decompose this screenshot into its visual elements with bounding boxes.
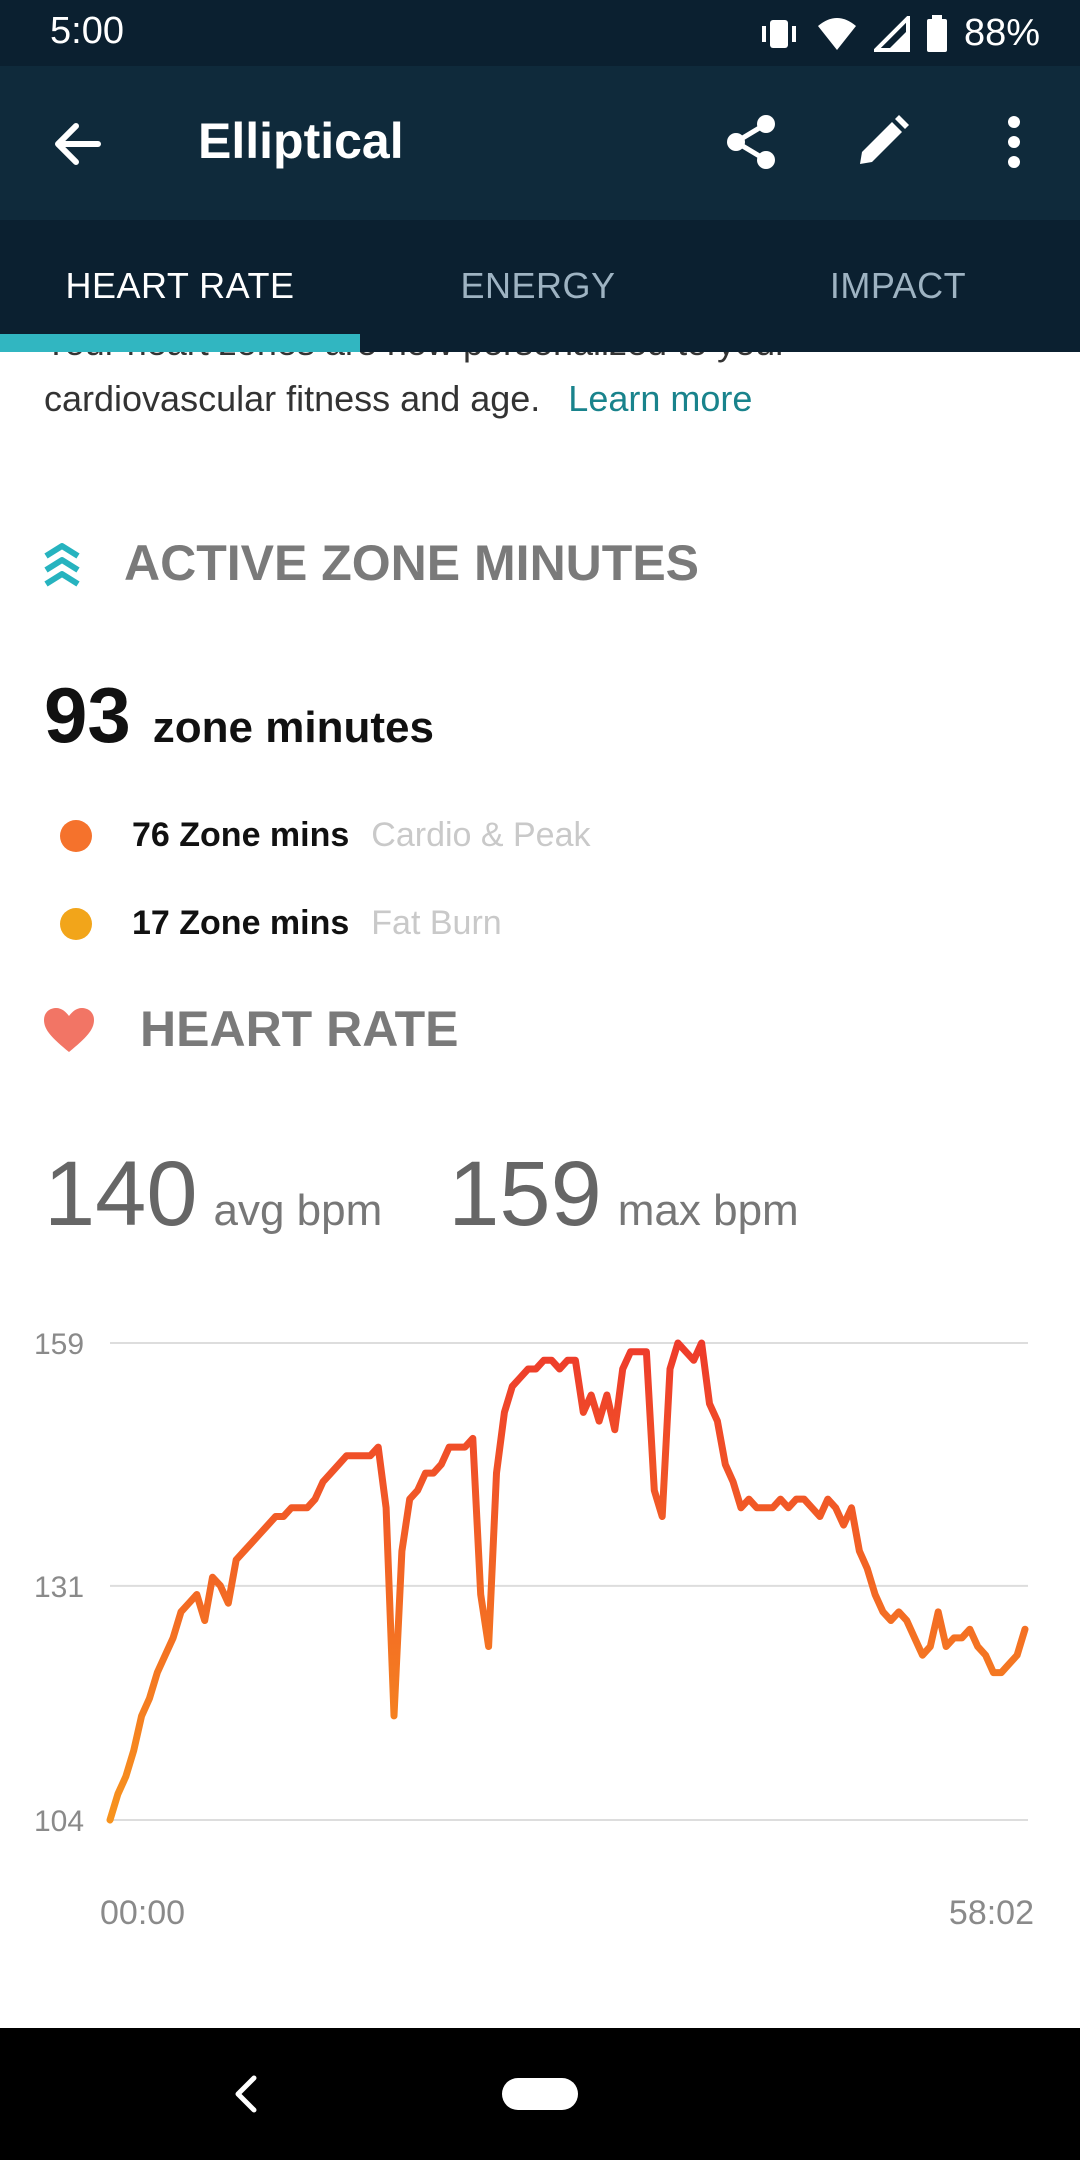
heart-rate-section-title: HEART RATE (140, 1001, 459, 1057)
wifi-icon (817, 17, 856, 50)
nav-back-icon[interactable] (224, 2072, 268, 2116)
status-time: 5:00 (50, 10, 124, 52)
active-zone-minutes-icon (44, 543, 80, 587)
nav-home-pill[interactable] (502, 2078, 578, 2110)
status-bar: 5:00 88% (0, 0, 1080, 66)
back-arrow-icon[interactable] (48, 114, 108, 174)
active-tab-indicator (0, 334, 360, 352)
avg-bpm-unit: avg bpm (213, 1186, 383, 1235)
tab-energy[interactable]: ENERGY (460, 265, 616, 306)
battery-percent: 88% (963, 12, 1040, 54)
intro-text: cardiovascular fitness and age. Learn mor… (44, 378, 752, 420)
zone-row-cardio-peak: 76 Zone mins Cardio & Peak (60, 816, 591, 855)
zone-name: Fat Burn (371, 904, 502, 942)
avg-bpm-value: 140 (44, 1143, 198, 1245)
heart-icon (44, 1008, 94, 1052)
azm-section-title: ACTIVE ZONE MINUTES (124, 535, 700, 591)
tab-heart-rate[interactable]: HEART RATE (65, 265, 295, 306)
page-title: Elliptical (198, 113, 404, 169)
y-tick-label: 131 (34, 1571, 84, 1604)
share-icon[interactable] (720, 110, 784, 174)
edit-pencil-icon[interactable] (850, 110, 914, 174)
azm-total: 93 zone minutes (44, 670, 434, 761)
status-icons: 88% (758, 12, 1040, 55)
zone-row-fat-burn: 17 Zone mins Fat Burn (60, 904, 502, 943)
tab-impact[interactable]: IMPACT (829, 265, 967, 306)
content-scroll[interactable]: Your heart zones are now personalized to… (0, 352, 1080, 2028)
more-options-icon[interactable] (982, 110, 1046, 174)
x-tick-label: 58:02 (949, 1894, 1034, 1932)
max-bpm-unit: max bpm (617, 1186, 799, 1235)
intro-text-partial: Your heart zones are now personalized to… (44, 352, 787, 364)
azm-total-unit: zone minutes (152, 703, 434, 752)
app-bar: Elliptical (0, 66, 1080, 220)
zone-dot-icon (60, 907, 92, 940)
max-bpm-value: 159 (448, 1143, 602, 1245)
signal-icon (873, 15, 910, 52)
zone-value: 17 Zone mins (132, 904, 350, 942)
zone-dot-icon (60, 819, 92, 852)
intro-line: cardiovascular fitness and age. (44, 378, 541, 419)
zone-value: 76 Zone mins (132, 816, 350, 854)
x-tick-label: 00:00 (100, 1894, 185, 1932)
zone-name: Cardio & Peak (371, 816, 591, 854)
heart-rate-series-line (106, 1339, 1029, 1824)
battery-icon (926, 14, 947, 52)
heart-rate-stats: 140 avg bpm 159 max bpm (44, 1142, 799, 1247)
tab-bar: HEART RATE ENERGY IMPACT (0, 220, 1080, 352)
azm-total-value: 93 (44, 671, 131, 759)
y-tick-label: 104 (34, 1805, 84, 1838)
learn-more-link[interactable]: Learn more (568, 378, 753, 419)
y-tick-label: 159 (34, 1328, 84, 1361)
system-nav-bar (0, 2028, 1080, 2160)
heart-rate-chart: 159 131 104 00:00 58:02 (34, 1328, 1034, 1932)
vibrate-icon (761, 19, 796, 48)
